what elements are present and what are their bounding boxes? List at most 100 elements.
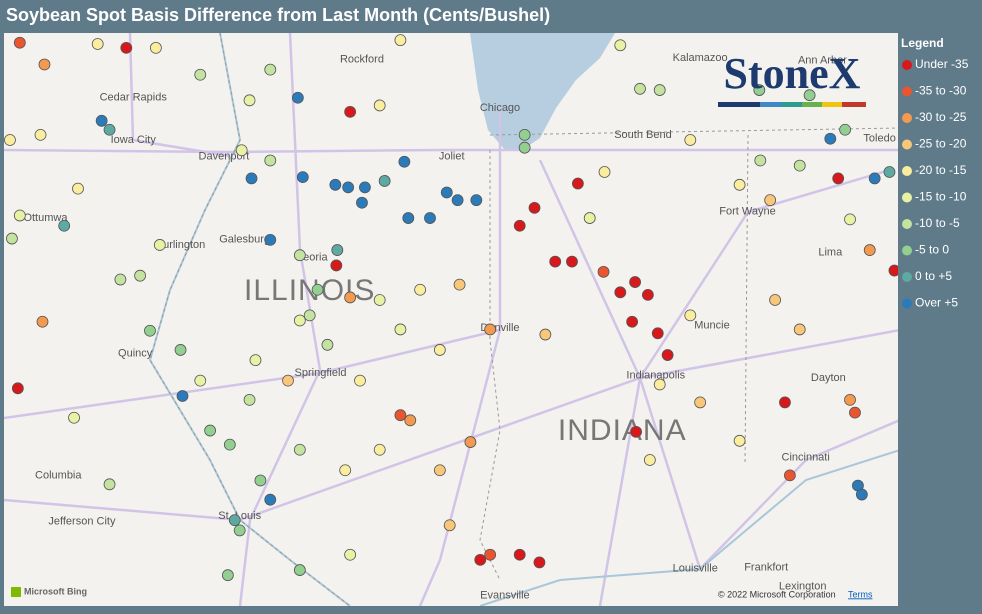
point xyxy=(293,249,306,262)
point xyxy=(293,564,306,576)
point xyxy=(245,172,258,185)
point xyxy=(264,154,277,167)
point xyxy=(394,34,407,47)
point xyxy=(513,548,526,561)
city-label: Muncie xyxy=(694,320,729,332)
point xyxy=(653,84,666,96)
point xyxy=(373,99,386,112)
point xyxy=(753,84,766,96)
city-label: Cincinnati xyxy=(782,451,830,463)
point xyxy=(114,273,127,286)
city-label: Davenport xyxy=(199,151,250,163)
point xyxy=(424,212,436,224)
point xyxy=(4,134,16,146)
point xyxy=(149,41,162,54)
point xyxy=(235,144,248,157)
point xyxy=(783,469,796,482)
point xyxy=(378,175,391,187)
city-label: Burlington xyxy=(156,239,206,251)
point xyxy=(311,283,324,296)
point xyxy=(764,194,777,207)
legend-swatch xyxy=(902,272,912,282)
point xyxy=(513,219,526,232)
point xyxy=(793,323,806,336)
point xyxy=(264,63,277,76)
city-label: Kalamazoo xyxy=(673,52,728,64)
point xyxy=(849,406,861,419)
point xyxy=(223,438,236,451)
point xyxy=(518,141,531,154)
point xyxy=(359,181,371,194)
point xyxy=(373,294,386,306)
point xyxy=(134,269,147,282)
point xyxy=(733,178,746,191)
point xyxy=(614,286,627,299)
point xyxy=(373,443,386,456)
city-label: Dayton xyxy=(811,372,846,384)
city-label: South Bend xyxy=(614,129,672,141)
point xyxy=(194,374,207,387)
terms-link[interactable]: Terms xyxy=(848,589,873,599)
point xyxy=(484,323,497,336)
city-label: Indianapolis xyxy=(626,369,685,381)
point xyxy=(144,324,156,337)
point xyxy=(661,349,674,361)
point xyxy=(571,177,584,190)
point xyxy=(643,454,656,466)
legend-label: 0 to +5 xyxy=(915,269,952,283)
point xyxy=(398,155,411,168)
point xyxy=(470,194,483,207)
point xyxy=(6,232,18,245)
point xyxy=(451,194,464,207)
borders xyxy=(149,33,898,606)
point xyxy=(103,123,116,136)
point xyxy=(844,213,856,226)
point xyxy=(95,114,108,127)
city-label: Frankfort xyxy=(744,561,788,573)
logo-text: StoneX xyxy=(724,49,861,98)
legend-label: -30 to -25 xyxy=(915,110,967,124)
legend-swatch xyxy=(902,60,912,70)
point xyxy=(855,488,868,501)
legend-swatch xyxy=(902,166,912,176)
point xyxy=(293,314,306,327)
point xyxy=(566,255,578,268)
point xyxy=(11,382,24,395)
map: Cedar Rapids Iowa City Davenport Rockford Ch… xyxy=(4,33,898,606)
legend-swatch xyxy=(902,113,912,123)
point xyxy=(598,166,611,178)
point xyxy=(264,233,277,246)
city-label: Rockford xyxy=(340,53,384,65)
point xyxy=(888,264,898,277)
point xyxy=(174,344,187,356)
point xyxy=(630,425,642,438)
point xyxy=(72,182,84,195)
city-label: Joliet xyxy=(439,151,465,163)
point xyxy=(614,39,627,52)
point xyxy=(754,154,767,167)
copyright: © 2022 Microsoft Corporation xyxy=(718,589,836,599)
city-label: Jefferson City xyxy=(48,515,116,527)
point xyxy=(153,239,166,251)
point xyxy=(91,38,104,50)
legend-label: -5 to 0 xyxy=(915,243,949,257)
point xyxy=(339,464,352,477)
point xyxy=(228,514,241,527)
point xyxy=(433,344,446,356)
legend-swatch xyxy=(902,86,912,97)
city-label: Louisville xyxy=(673,563,718,575)
point xyxy=(394,323,407,336)
legend-label: -10 to -5 xyxy=(915,216,960,230)
labels: Cedar Rapids Iowa City Davenport Rockford Ch… xyxy=(23,52,895,602)
point xyxy=(518,128,531,141)
city-label: Ottumwa xyxy=(23,212,68,224)
point xyxy=(803,89,816,102)
point xyxy=(433,464,446,477)
point xyxy=(331,244,344,256)
point xyxy=(868,172,881,185)
point xyxy=(402,212,415,224)
legend-label: -20 to -15 xyxy=(915,163,967,177)
legend-label: Over +5 xyxy=(915,296,958,310)
point xyxy=(414,283,427,296)
point xyxy=(629,276,641,288)
